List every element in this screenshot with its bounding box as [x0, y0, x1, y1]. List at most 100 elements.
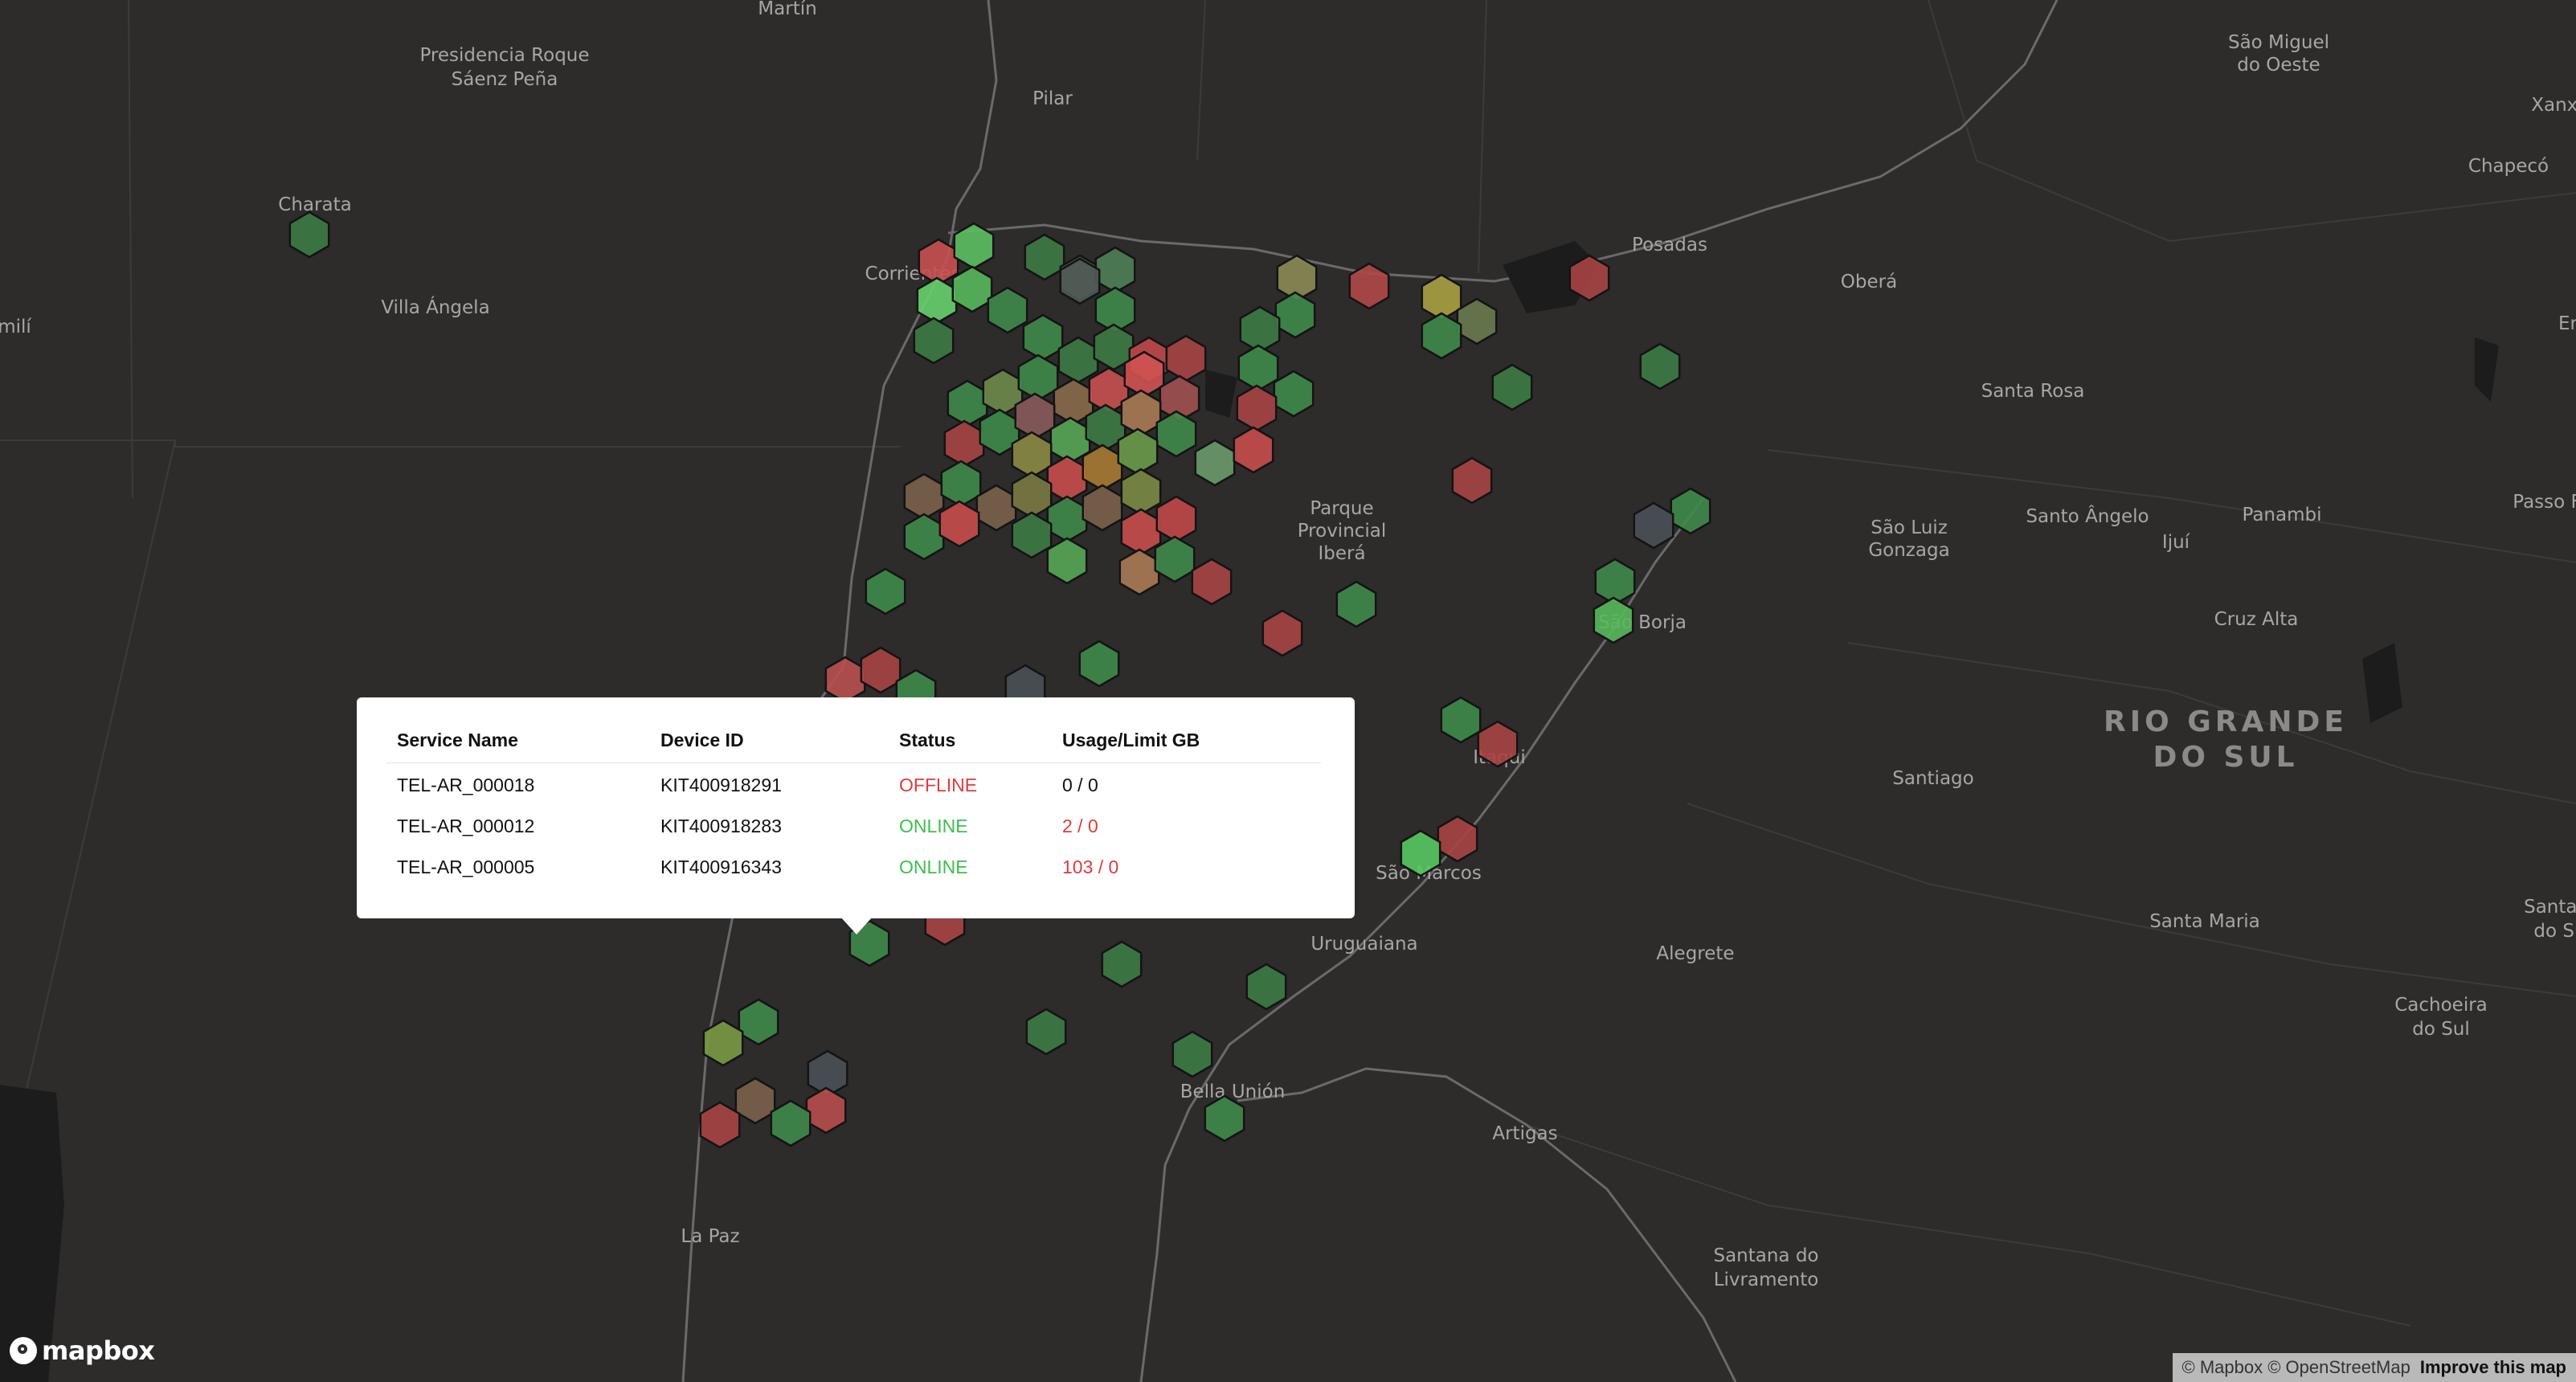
- hex-cell[interactable]: [1171, 1030, 1213, 1078]
- hex-cells[interactable]: [288, 211, 1711, 1149]
- hex-cell[interactable]: [1239, 305, 1281, 354]
- hex-cell[interactable]: [1011, 431, 1053, 479]
- hex-cell[interactable]: [1082, 444, 1123, 492]
- hex-cell[interactable]: [1118, 548, 1160, 596]
- hex-cell[interactable]: [1273, 370, 1315, 418]
- usage-cell: 103 / 0: [1062, 857, 1119, 877]
- hex-cell[interactable]: [903, 513, 945, 561]
- hex-cell[interactable]: [953, 222, 995, 270]
- hex-cell[interactable]: [916, 276, 958, 325]
- hex-cell[interactable]: [865, 567, 906, 615]
- hex-cell[interactable]: [860, 646, 902, 694]
- place-label: Santa C: [2524, 897, 2576, 918]
- place-label: Panambi: [2243, 505, 2322, 525]
- hex-cell[interactable]: [987, 286, 1028, 334]
- hex-cell[interactable]: [1057, 336, 1099, 384]
- hex-cell[interactable]: [1078, 640, 1120, 688]
- place-label: do Sul: [2412, 1019, 2470, 1040]
- place-label: Posadas: [1632, 235, 1707, 256]
- status-cell: ONLINE: [899, 857, 968, 877]
- hex-cell[interactable]: [938, 500, 980, 548]
- hex-cell[interactable]: [940, 460, 982, 508]
- hex-cell[interactable]: [1437, 815, 1478, 863]
- place-label: Ijuí: [2162, 532, 2190, 553]
- hex-cell[interactable]: [1011, 471, 1053, 519]
- hex-cell[interactable]: [1593, 596, 1634, 644]
- hex-cell[interactable]: [1245, 963, 1287, 1011]
- hex-cell[interactable]: [1155, 495, 1197, 543]
- hex-cell[interactable]: [1451, 456, 1493, 505]
- hex-cell[interactable]: [288, 211, 330, 259]
- hex-cell[interactable]: [1440, 696, 1482, 744]
- hex-cell[interactable]: [1123, 350, 1165, 399]
- place-label: São Luiz: [1871, 517, 1948, 538]
- device-id-cell: KIT400918283: [660, 816, 782, 836]
- hex-cell[interactable]: [1017, 354, 1059, 402]
- hex-cell[interactable]: [1191, 558, 1233, 606]
- hex-cell[interactable]: [1093, 323, 1135, 371]
- hex-cell[interactable]: [1024, 233, 1065, 281]
- hex-cell[interactable]: [734, 1077, 776, 1125]
- status-cell: OFFLINE: [899, 775, 978, 795]
- mapbox-logo[interactable]: mapbox: [10, 1335, 155, 1366]
- hex-cell[interactable]: [1101, 940, 1143, 988]
- region-label-line2: DO SUL: [2153, 741, 2298, 774]
- hex-cell[interactable]: [903, 472, 945, 521]
- hex-cell[interactable]: [1082, 484, 1123, 532]
- hex-cell[interactable]: [1022, 313, 1064, 362]
- hex-cell[interactable]: [805, 1086, 847, 1135]
- hex-cell[interactable]: [770, 1099, 812, 1147]
- hex-cell[interactable]: [1046, 455, 1088, 503]
- hex-cell[interactable]: [1120, 468, 1162, 516]
- map-attribution: © Mapbox © OpenStreetMap Improve this ma…: [2172, 1353, 2576, 1382]
- hex-cell[interactable]: [1059, 257, 1101, 305]
- header-status: Status: [888, 730, 1051, 763]
- hex-cell[interactable]: [1456, 297, 1498, 346]
- hex-cell[interactable]: [1274, 291, 1316, 339]
- hex-cell[interactable]: [824, 656, 866, 704]
- hex-cell[interactable]: [1165, 334, 1207, 382]
- hex-cell[interactable]: [738, 998, 779, 1046]
- hex-cell[interactable]: [702, 1019, 744, 1067]
- hex-cell[interactable]: [1594, 558, 1636, 606]
- hex-cell[interactable]: [1639, 342, 1681, 390]
- hex-cell[interactable]: [1233, 426, 1274, 474]
- hex-cell[interactable]: [1117, 427, 1159, 476]
- improve-map-link[interactable]: Improve this map: [2419, 1357, 2566, 1377]
- place-label: Artigas: [1492, 1123, 1557, 1144]
- hex-cell[interactable]: [1011, 511, 1053, 559]
- hex-cell[interactable]: [913, 317, 955, 365]
- hex-cell[interactable]: [1204, 1094, 1245, 1143]
- hex-cell[interactable]: [947, 379, 988, 427]
- hex-cell[interactable]: [1046, 537, 1088, 585]
- hex-cell[interactable]: [1568, 254, 1610, 302]
- hex-cell[interactable]: [1348, 262, 1390, 310]
- hex-cell[interactable]: [1046, 495, 1088, 543]
- service-name-cell: TEL-AR_000018: [397, 775, 535, 795]
- hex-cell[interactable]: [1400, 829, 1441, 877]
- hex-cell[interactable]: [1421, 312, 1462, 360]
- hex-cell[interactable]: [1014, 392, 1056, 440]
- hex-cell[interactable]: [951, 265, 993, 313]
- hex-cell[interactable]: [1335, 580, 1377, 628]
- hex-cell[interactable]: [1261, 609, 1303, 657]
- hex-cell[interactable]: [1633, 501, 1674, 550]
- hex-cell[interactable]: [1025, 1008, 1067, 1056]
- hex-cell[interactable]: [1670, 487, 1711, 535]
- hex-cell[interactable]: [699, 1101, 741, 1149]
- hex-cell[interactable]: [1477, 720, 1519, 768]
- hex-cell[interactable]: [1094, 246, 1136, 294]
- hex-cell[interactable]: [1120, 389, 1162, 437]
- hex-cell[interactable]: [1236, 384, 1278, 432]
- popup-tip: [840, 917, 873, 934]
- attribution-text[interactable]: © Mapbox © OpenStreetMap: [2181, 1357, 2410, 1377]
- hex-cell[interactable]: [975, 484, 1017, 532]
- hex-cell[interactable]: [1491, 363, 1533, 411]
- hex-cell[interactable]: [1155, 410, 1197, 458]
- hex-cell[interactable]: [943, 419, 985, 468]
- hex-cell[interactable]: [1237, 344, 1279, 392]
- hex-cell[interactable]: [1194, 439, 1236, 487]
- place-label: Santo Ângelo: [2026, 505, 2149, 527]
- hex-cell[interactable]: [1154, 535, 1196, 583]
